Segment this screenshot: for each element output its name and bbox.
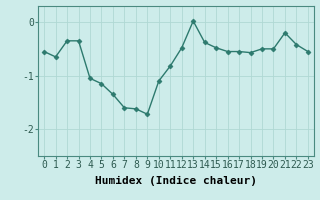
X-axis label: Humidex (Indice chaleur): Humidex (Indice chaleur) — [95, 176, 257, 186]
